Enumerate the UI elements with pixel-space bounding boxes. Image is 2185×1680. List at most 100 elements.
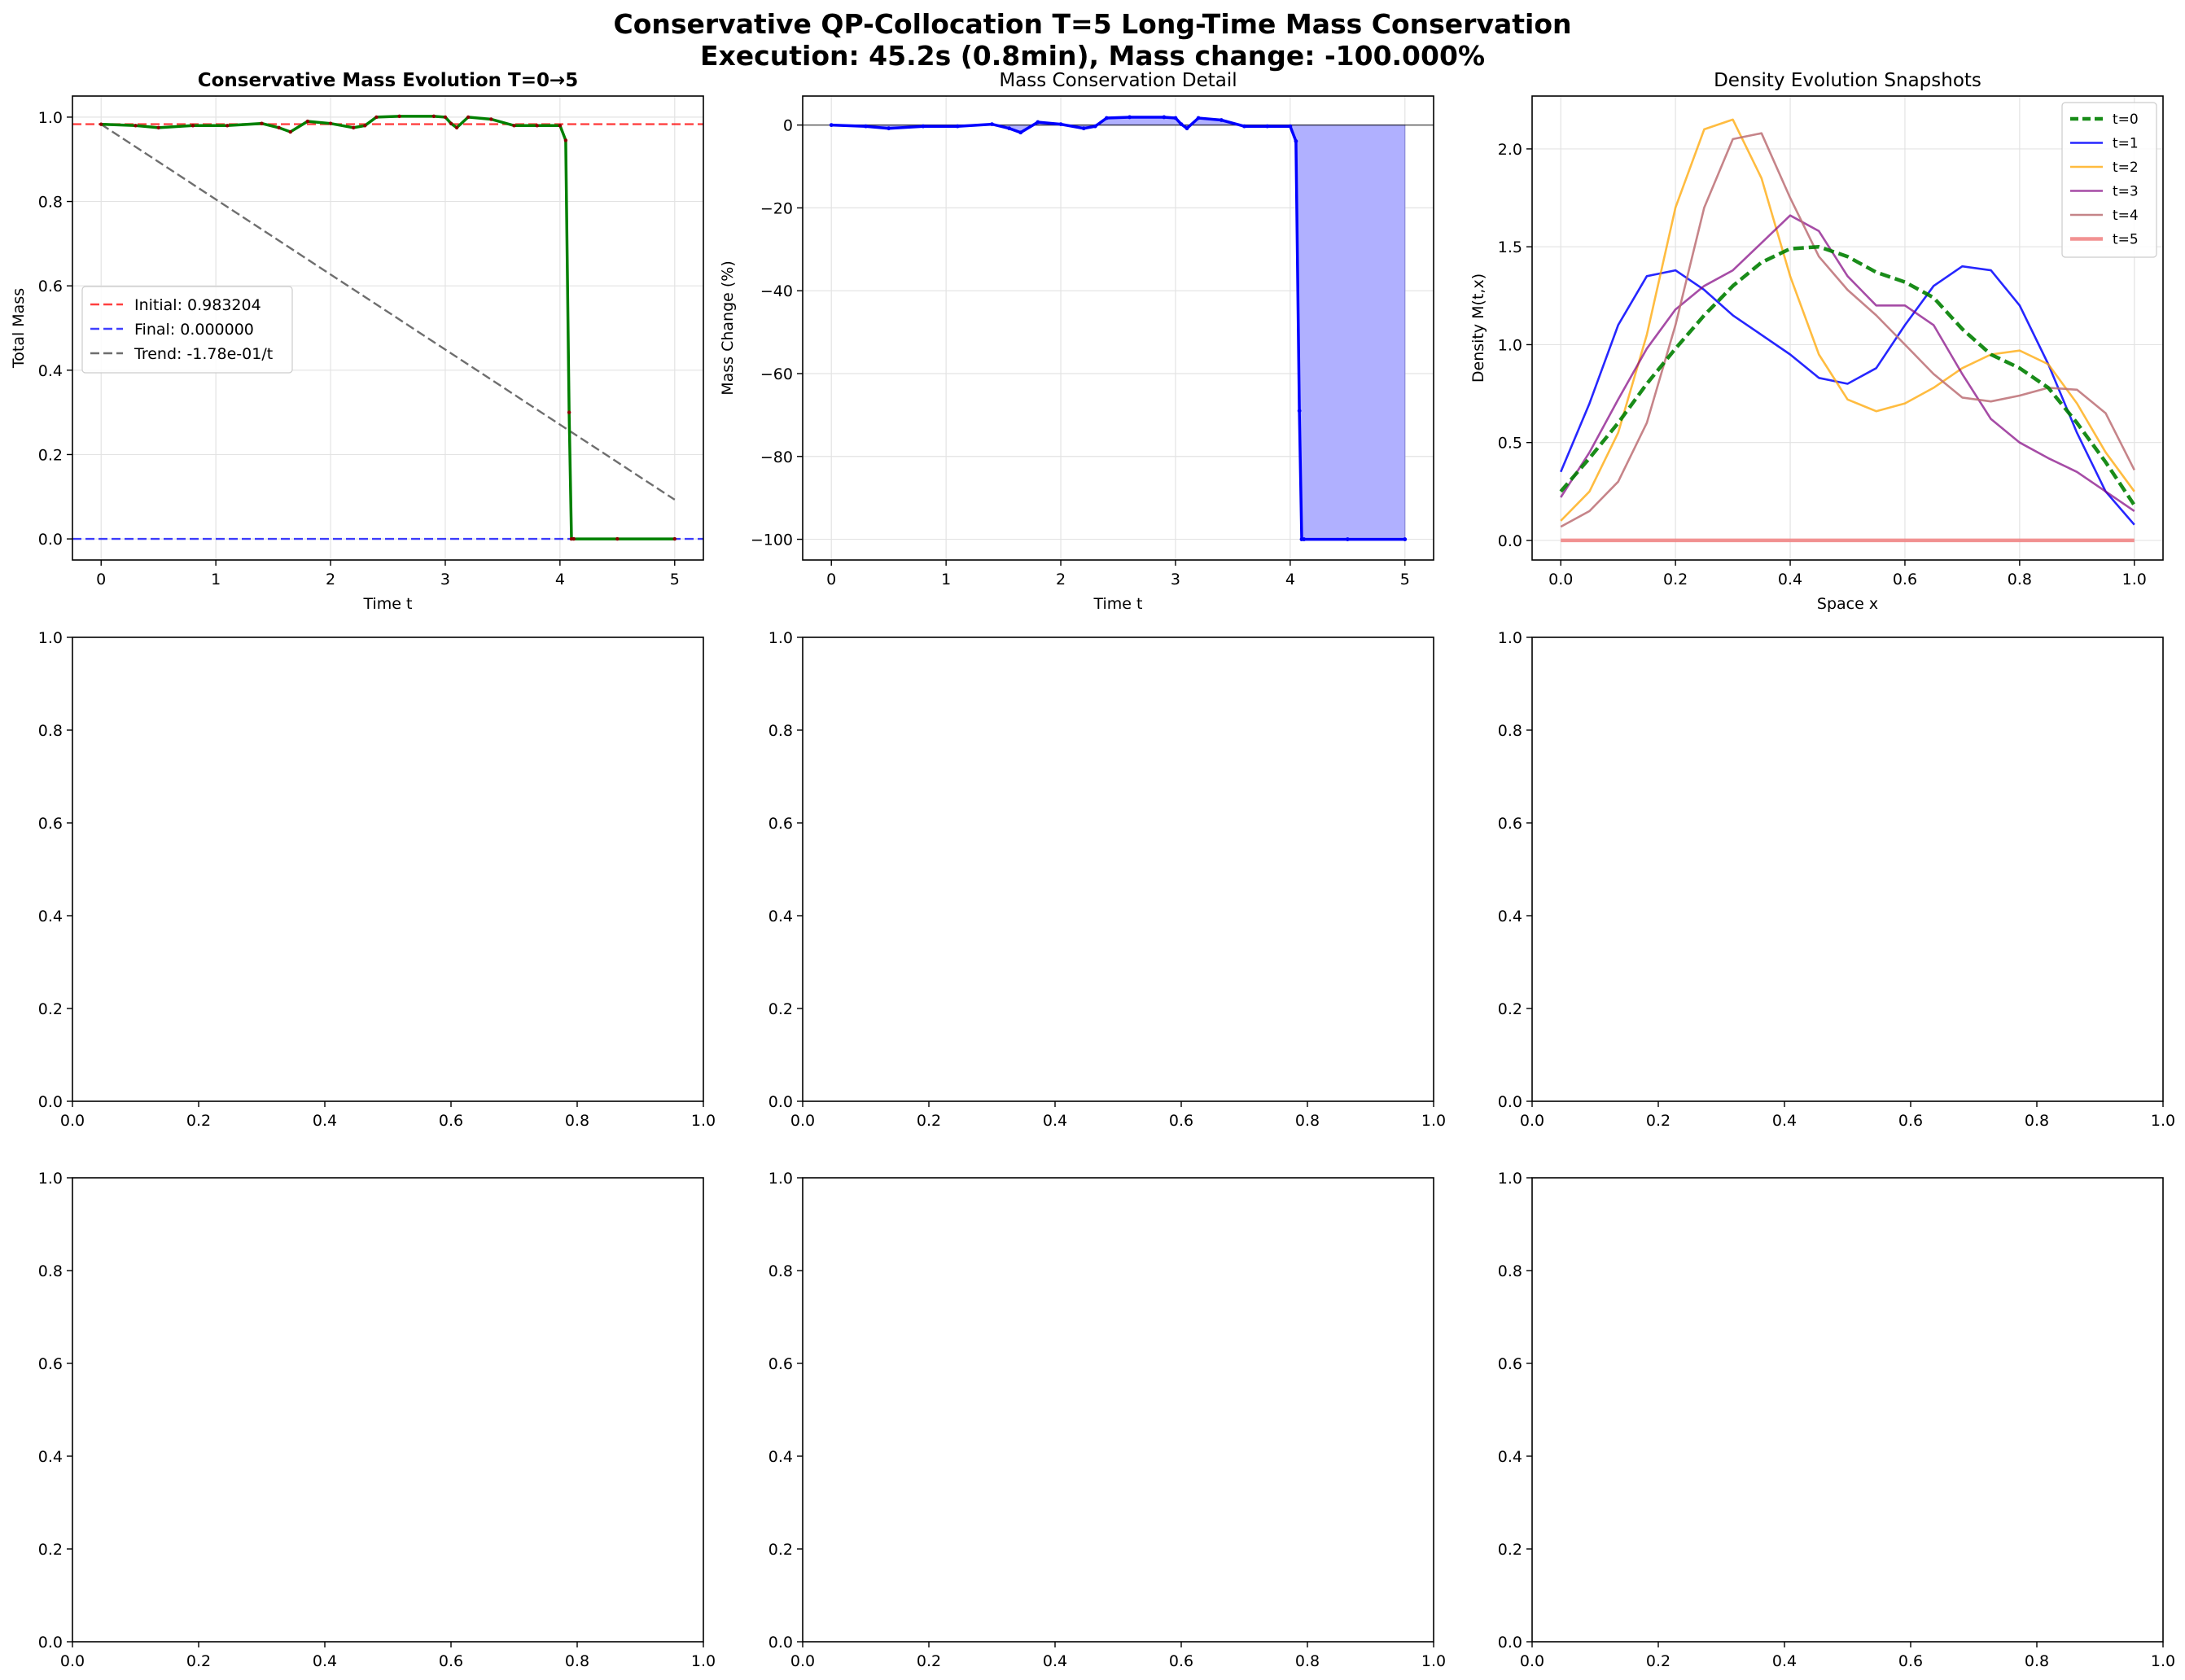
y-tick-label: 1.0: [768, 629, 793, 647]
legend: t=0 t=1 t=2 t=3 t=4 t=5: [2061, 102, 2157, 258]
y-tick-label: 1.0: [1498, 336, 1522, 354]
x-tick-label: 0.8: [1295, 1112, 1320, 1130]
axes-density-snapshots: 0.0 0.2 0.4 0.6 0.8 1.0 0.0 0.5 1.0 1.5 2.0 Density…: [1469, 70, 2164, 613]
axes-mass-conservation-detail: 0 1 2 3 4 5 −100 −80 −60 −40 −20 0 Mass Conservation…: [719, 70, 1434, 613]
mass-change-point: [1036, 120, 1040, 125]
y-tick-label: 1.5: [1498, 238, 1522, 256]
y-tick-label: −40: [760, 282, 793, 300]
y-tick-label: 0.4: [768, 908, 793, 925]
plot-area: [72, 114, 703, 541]
x-tick-label: 0.8: [2008, 571, 2032, 588]
axes-frame: [72, 95, 704, 561]
y-tick-label: 0.6: [768, 815, 793, 833]
y-tick-label: 0.8: [38, 722, 63, 740]
x-tick-label: 1: [211, 571, 221, 588]
x-tick-label: 1.0: [1421, 1652, 1446, 1670]
y-tick-label: 0.6: [1498, 1355, 1522, 1373]
x-tick-label: 0.0: [1520, 1112, 1544, 1130]
y-tick-label: 0.6: [768, 1355, 793, 1373]
mass-change-point: [1018, 130, 1023, 135]
mass-change-point: [1345, 537, 1350, 541]
mass-change-point: [829, 123, 834, 128]
x-tick-label: 0.0: [60, 1652, 85, 1670]
mass-change-point: [1162, 115, 1167, 120]
axes-frame: [72, 637, 704, 1102]
x-tick-label: 0.4: [1778, 571, 1802, 588]
mass-change-point: [1179, 122, 1184, 127]
x-tick-label: 3: [440, 571, 450, 588]
x-tick-label: 0.2: [1646, 1112, 1670, 1130]
mass-change-point: [921, 124, 926, 129]
x-tick-label: 0.6: [1169, 1652, 1193, 1670]
mass-change-point: [887, 126, 891, 131]
mass-change-point: [1265, 124, 1270, 129]
mass-point: [454, 125, 459, 130]
x-tick-label: 1.0: [2122, 571, 2147, 588]
mass-point: [397, 114, 401, 119]
mass-change-point: [1242, 124, 1246, 129]
x-tick-label: 0.4: [1043, 1112, 1067, 1130]
mass-point: [489, 117, 493, 121]
y-tick-label: −60: [760, 365, 793, 383]
mass-point: [288, 129, 292, 134]
empty-axes-4: 0.0 0.2 0.4 0.6 0.8 1.0 0.0 0.2 0.4 0.6 0.8 1.0: [38, 1170, 716, 1670]
legend-label: t=2: [2113, 160, 2139, 176]
y-tick-label: 0.4: [38, 1448, 63, 1466]
x-tick-label: 0.8: [2025, 1112, 2049, 1130]
x-tick-label: 3: [1171, 571, 1180, 588]
y-tick-label: 1.0: [1498, 629, 1522, 647]
axes-frame: [802, 1177, 1434, 1643]
x-tick-label: 5: [1400, 571, 1410, 588]
mass-change-point: [1058, 122, 1063, 127]
y-axis-label: Total Mass: [10, 288, 28, 369]
density-line-t2: [1560, 118, 2135, 522]
y-tick-label: 0.8: [1498, 722, 1522, 740]
legend-label: t=5: [2113, 232, 2139, 248]
y-tick-label: 0.6: [38, 815, 63, 833]
x-tick-label: 0: [826, 571, 836, 588]
y-tick-label: 0.2: [768, 1000, 793, 1018]
x-tick-label: 0.2: [917, 1652, 941, 1670]
legend-label: t=0: [2113, 112, 2139, 128]
mass-change-point: [1302, 537, 1307, 541]
x-tick-label: 0.2: [1663, 571, 1688, 588]
mass-point: [571, 536, 576, 541]
y-tick-label: −100: [751, 532, 793, 549]
mass-point: [99, 122, 103, 126]
y-tick-label: 0.6: [1498, 815, 1522, 833]
y-tick-label: 0.0: [38, 531, 63, 549]
mass-change-point: [1219, 118, 1224, 122]
mass-point: [672, 536, 677, 541]
x-tick-label: 0.4: [1772, 1112, 1797, 1130]
x-tick-label: 0.6: [1169, 1112, 1193, 1130]
x-tick-label: 0.8: [2025, 1652, 2049, 1670]
y-tick-label: 0.0: [38, 1634, 63, 1652]
density-line-t4: [1560, 132, 2135, 528]
x-tick-label: 0.2: [1646, 1652, 1670, 1670]
x-tick-label: 2: [1056, 571, 1066, 588]
y-tick-label: 0.4: [1498, 1448, 1522, 1466]
y-axis-label: Mass Change (%): [719, 260, 737, 396]
legend-label: Trend: -1.78e-01/t: [134, 345, 273, 363]
mass-change-point: [864, 124, 868, 129]
x-axis-label: Space x: [1817, 595, 1878, 613]
mass-point: [443, 115, 448, 120]
y-tick-label: 0.2: [1498, 1000, 1522, 1018]
empty-axes-5: 0.0 0.2 0.4 0.6 0.8 1.0 0.0 0.2 0.4 0.6 0.8 1.0: [768, 1170, 1446, 1670]
y-tick-label: −20: [760, 199, 793, 217]
y-tick-label: 0: [783, 117, 793, 135]
y-tick-label: 0.8: [38, 194, 63, 212]
figure-title-line2: Execution: 45.2s (0.8min), Mass change: …: [700, 40, 1485, 72]
y-tick-label: −80: [760, 448, 793, 466]
figure-title-line1: Conservative QP-Collocation T=5 Long-Tim…: [614, 8, 1572, 40]
axes-frame: [72, 1177, 704, 1643]
legend-label: t=1: [2113, 136, 2139, 152]
x-tick-label: 0.4: [1043, 1652, 1067, 1670]
x-tick-label: 0.8: [1295, 1652, 1320, 1670]
mass-change-point: [1288, 124, 1293, 129]
mass-point: [563, 138, 568, 142]
mass-change-point: [1092, 124, 1097, 129]
y-tick-label: 1.0: [38, 1170, 63, 1188]
legend-box: [2061, 102, 2157, 258]
y-tick-label: 0.8: [1498, 1262, 1522, 1280]
